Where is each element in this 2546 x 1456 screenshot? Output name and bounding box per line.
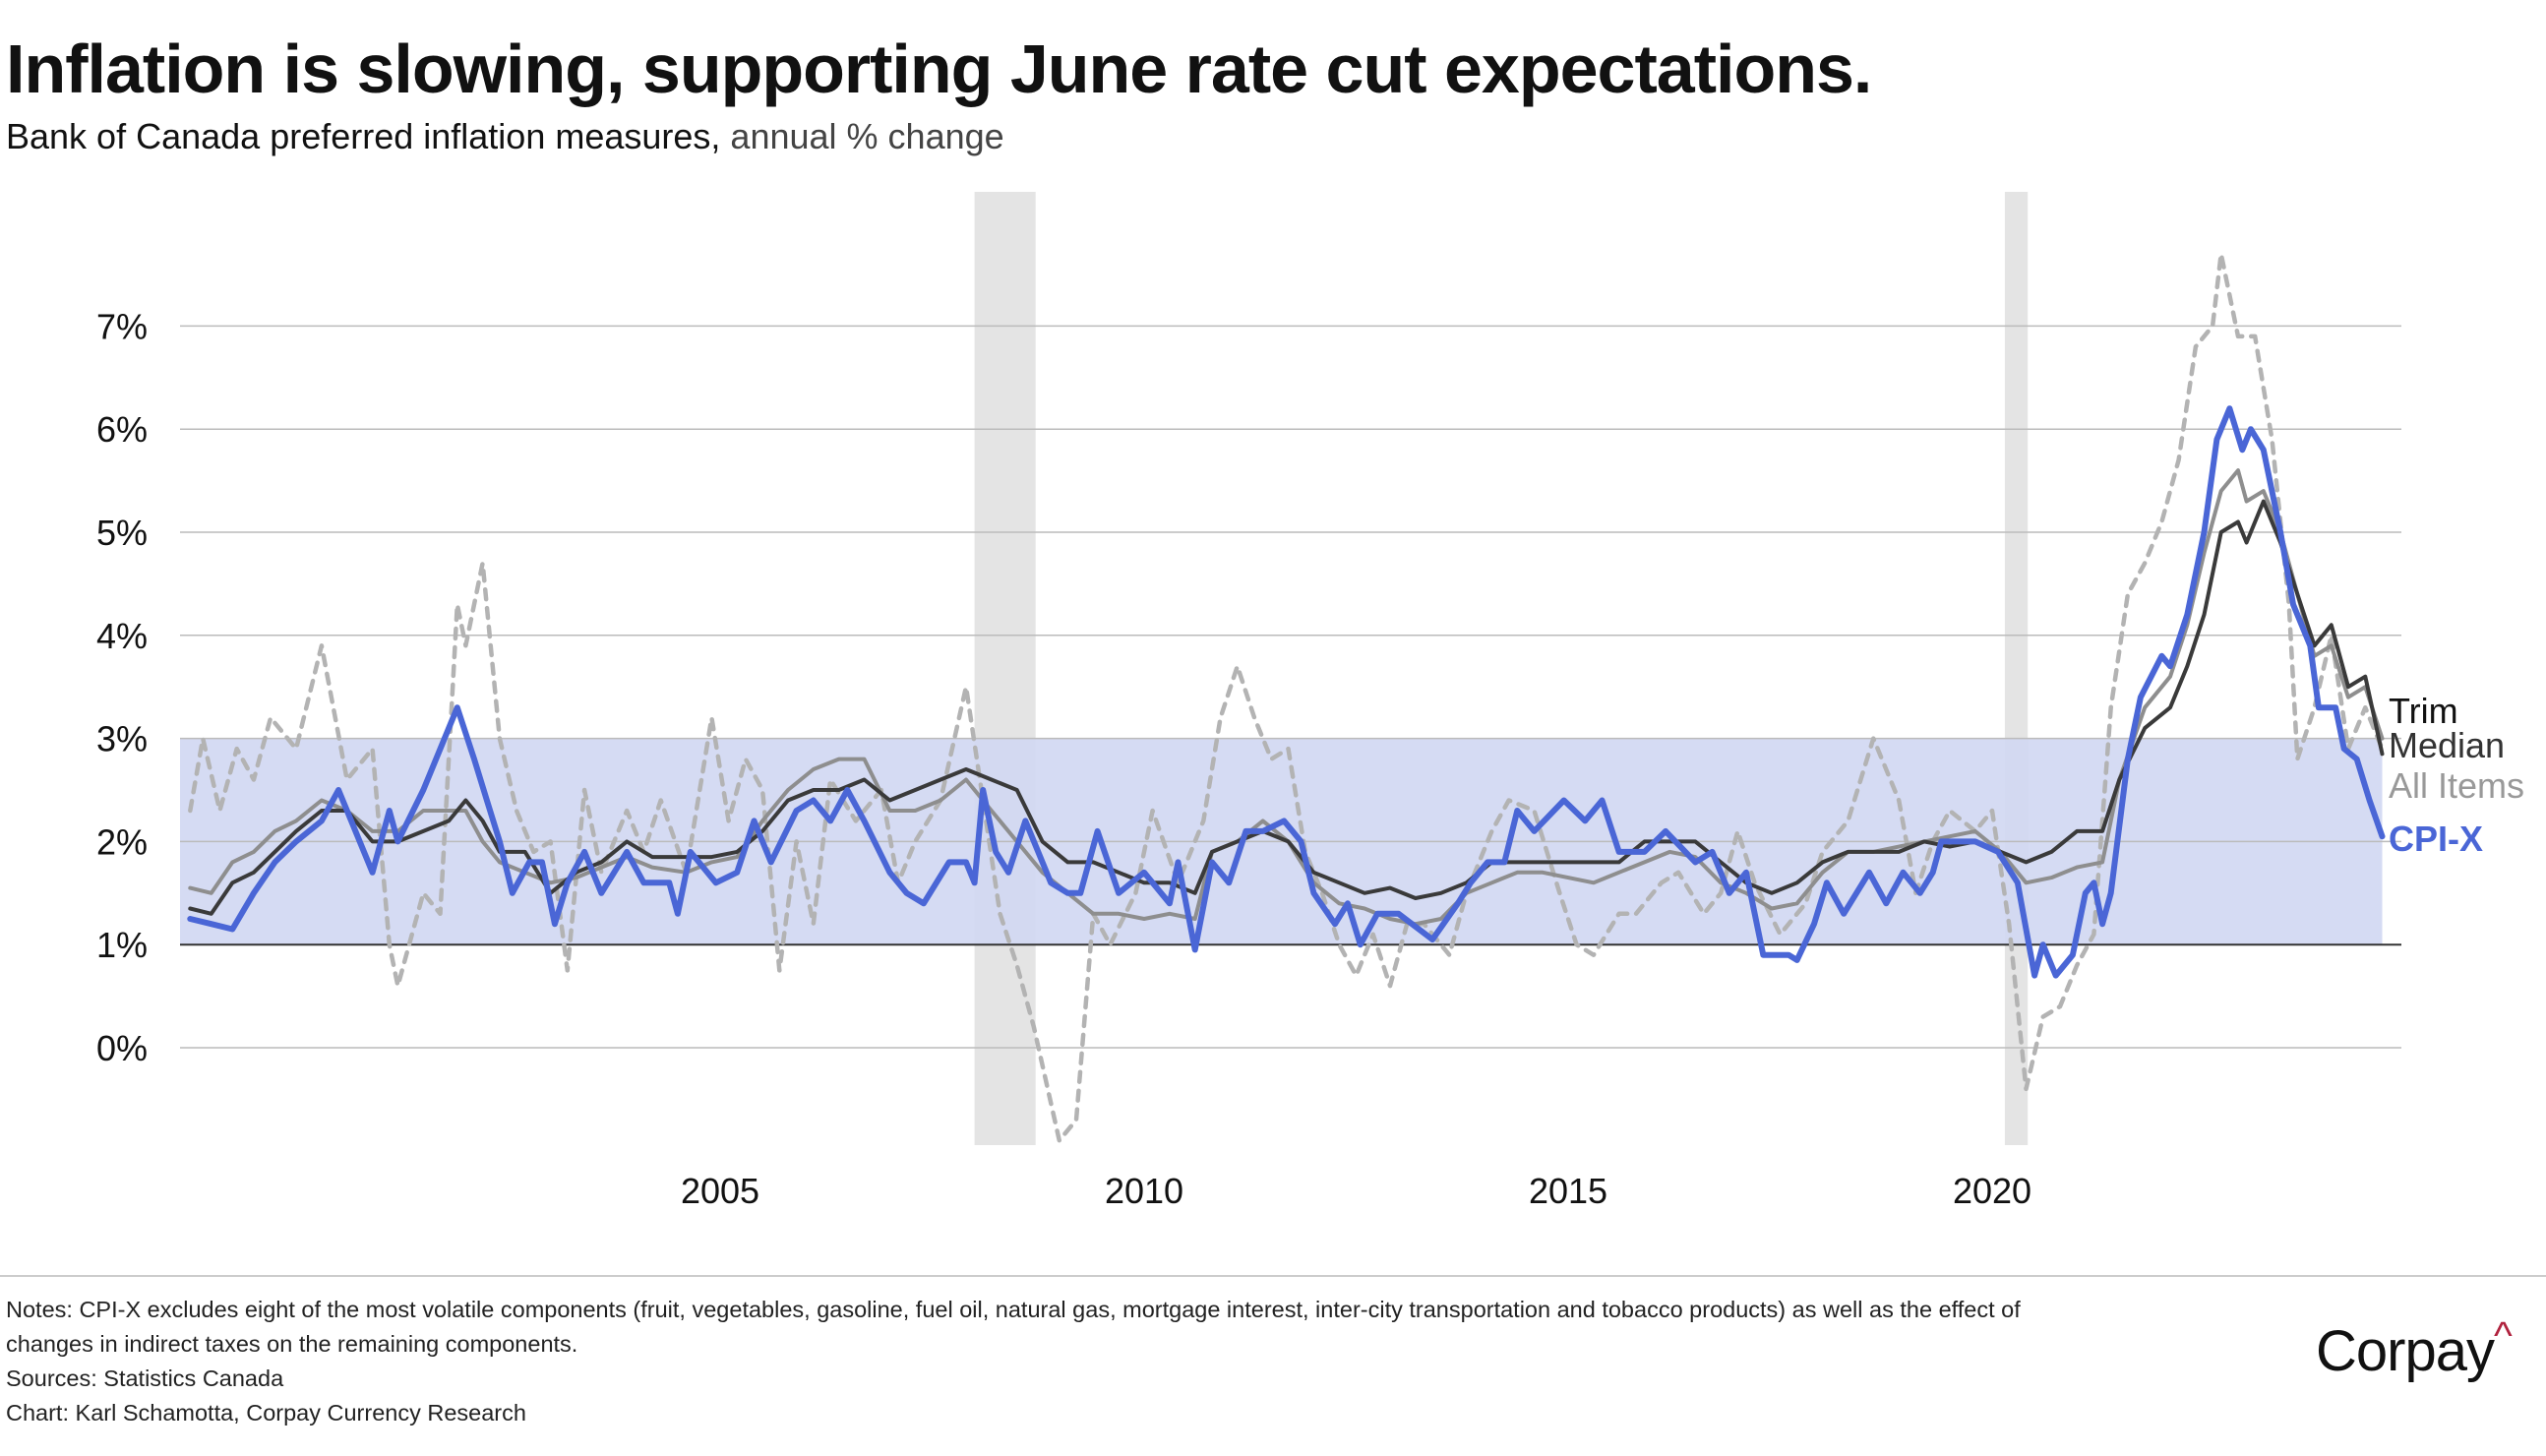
series-label-median: Median [2389, 725, 2505, 765]
y-tick-label: 1% [96, 925, 148, 965]
series-label-trim: Trim [2389, 691, 2458, 731]
y-tick-label: 7% [96, 306, 148, 346]
y-tick-label: 6% [96, 409, 148, 450]
series-line-cpi-x [187, 405, 2386, 979]
logo-text: Corpay [2316, 1319, 2495, 1383]
chart-subtitle: Bank of Canada preferred inflation measu… [6, 116, 1004, 157]
subtitle-lead: Bank of Canada preferred inflation measu… [6, 116, 721, 156]
series-line-median [188, 468, 2385, 927]
y-tick-label: 0% [96, 1028, 148, 1068]
series-line-all-items [188, 251, 2385, 1143]
series-label-cpi-x: CPI-X [2389, 819, 2483, 859]
x-tick-label: 2005 [681, 1171, 759, 1211]
x-tick-label: 2010 [1105, 1171, 1183, 1211]
inflation-line-chart: 0% 1% 2% 3% 4% 5% 6% 7% 2005 2010 2015 2020 All Item… [96, 192, 2524, 1211]
notes-line-1: Notes: CPI-X excludes eight of the most … [6, 1297, 2021, 1322]
corpay-logo: Corpay^ [2316, 1314, 2513, 1384]
recession-shading [974, 192, 1036, 1145]
x-tick-label: 2015 [1529, 1171, 1607, 1211]
notes-line-2: changes in indirect taxes on the remaini… [6, 1331, 578, 1357]
series-label-all-items: All Items [2389, 765, 2524, 806]
chart-title: Inflation is slowing, supporting June ra… [6, 30, 1872, 107]
x-tick-label: 2020 [1953, 1171, 2031, 1211]
y-tick-label: 5% [96, 513, 148, 553]
y-tick-label: 2% [96, 821, 148, 862]
series-line-trim [188, 499, 2385, 916]
sources: Sources: Statistics Canada [6, 1365, 284, 1391]
footer-divider [0, 1275, 2546, 1277]
y-tick-label: 3% [96, 719, 148, 759]
chart-credit: Chart: Karl Schamotta, Corpay Currency R… [6, 1400, 526, 1426]
y-tick-label: 4% [96, 616, 148, 656]
logo-caret-icon: ^ [2493, 1314, 2513, 1358]
subtitle-unit: annual % change [720, 116, 1004, 156]
